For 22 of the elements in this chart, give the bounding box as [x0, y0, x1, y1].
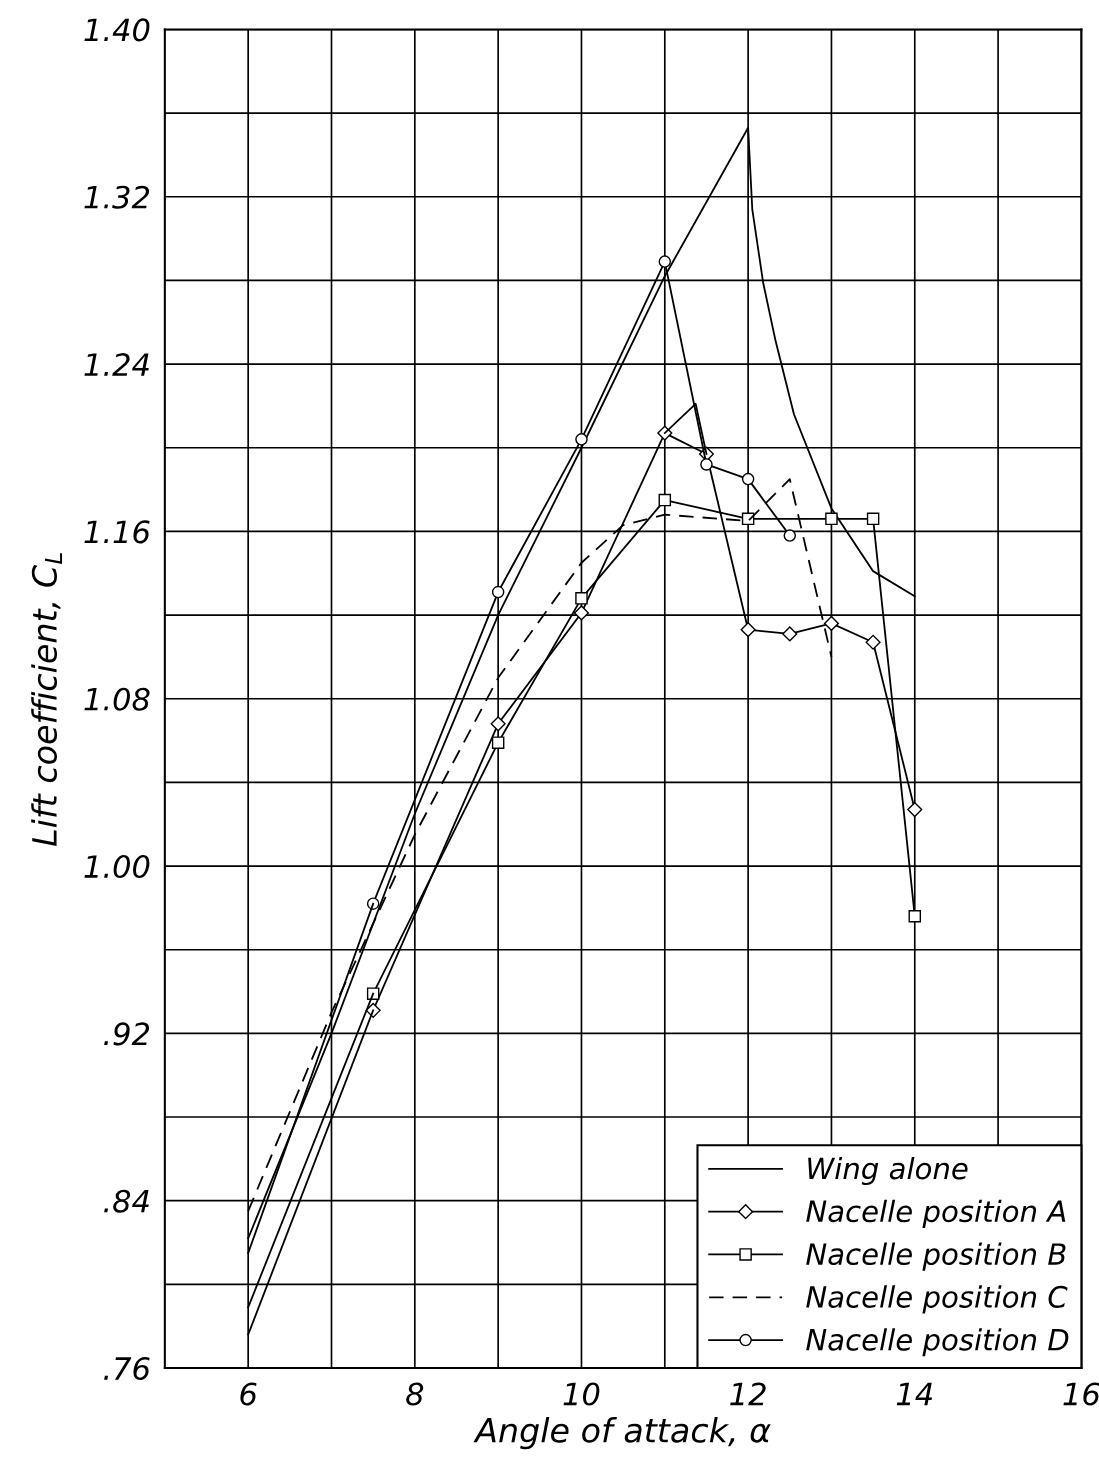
- x-tick-label: 10: [563, 1382, 600, 1406]
- x-tick-label: 12: [730, 1382, 766, 1406]
- y-tick-label: 1.40: [84, 18, 150, 42]
- y-tick-label: .84: [104, 1189, 149, 1213]
- y-tick-label: 1.08: [84, 687, 150, 711]
- y-tick-label: 1.16: [84, 520, 150, 544]
- y-tick-label: 1.00: [84, 854, 150, 879]
- legend-label: Nacelle position C: [806, 1285, 1068, 1314]
- y-tick-label: 1.24: [84, 353, 149, 376]
- y-tick-label: .76: [104, 1356, 150, 1381]
- y-tick-label: 1.32: [84, 185, 150, 209]
- x-tick-label: 16: [1063, 1382, 1099, 1406]
- x-tick-label: 8: [406, 1382, 424, 1406]
- legend-label: Nacelle position D: [806, 1328, 1069, 1357]
- y-tick-label: .92: [104, 1022, 150, 1046]
- legend-label: Nacelle position A: [806, 1199, 1066, 1228]
- y-axis-title: Lift coefficient, C$_{L}$: [31, 553, 63, 846]
- legend-label: Nacelle position B: [806, 1242, 1066, 1271]
- x-tick-label: 14: [896, 1382, 933, 1406]
- x-tick-label: 6: [240, 1382, 257, 1406]
- x-axis-title: Angle of attack, α: [473, 1417, 771, 1450]
- legend-label: Wing alone: [808, 1156, 968, 1186]
